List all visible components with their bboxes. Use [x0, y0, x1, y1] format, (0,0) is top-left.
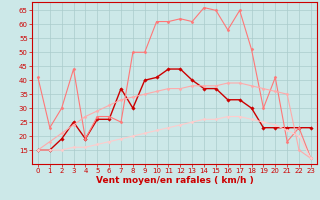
- X-axis label: Vent moyen/en rafales ( km/h ): Vent moyen/en rafales ( km/h ): [96, 176, 253, 185]
